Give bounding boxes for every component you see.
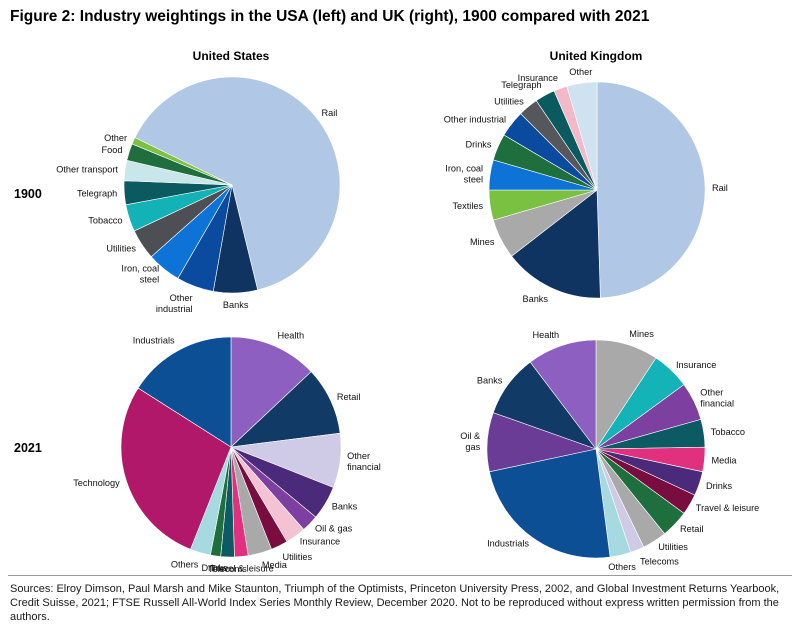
slice-label-rail: Rail (712, 183, 728, 193)
slice-label-tobacco: Tobacco (88, 215, 122, 225)
slice-label-telecoms: Telecoms (208, 564, 247, 572)
slice-label-tobacco: Tobacco (711, 427, 745, 437)
slice-label-health: Health (533, 330, 560, 340)
slice-label-others: Others (171, 559, 199, 569)
slice-label-media: Media (262, 560, 288, 570)
slice-other (131, 137, 233, 186)
slice-label-utilities: Utilities (283, 552, 313, 562)
column-header-us: United States (193, 49, 270, 63)
column-header-uk: United Kingdom (550, 49, 643, 63)
slice-label-other: Other (569, 67, 592, 77)
slice-label-food: Food (102, 145, 123, 155)
slice-rail (596, 81, 706, 299)
slice-label-health: Health (278, 331, 305, 341)
pie-united-kingdom-1900: Rail Banks Mines Textiles Iron, coal steel Dri… (444, 67, 728, 304)
slice-label-telecoms: Telecoms (640, 556, 679, 566)
slice-health (230, 336, 312, 448)
figure-title: Figure 2: Industry weightings in the USA… (10, 8, 650, 25)
slice-label-oil-gas: Oil & gas (315, 523, 353, 533)
slice-label-utilities: Utilities (106, 243, 136, 253)
slice-label-textiles: Textiles (452, 201, 483, 211)
footer-divider (8, 575, 792, 576)
slice-label-utilities: Utilities (658, 542, 688, 552)
slice-label-banks: Banks (522, 294, 548, 304)
slice-label-drinks: Drinks (706, 481, 732, 491)
slice-label-iron-coal-steel: Iron, coal steel (121, 264, 159, 285)
slice-label-industrials: Industrials (133, 336, 175, 346)
slice-label-oil-gas: Oil & gas (460, 431, 480, 452)
slice-label-others: Others (608, 562, 636, 572)
slice-label-other-financial: Other financial (347, 451, 381, 472)
pie-united-states-1900: Rail Banks Other industrial Iron, coal steel U… (56, 76, 341, 314)
slice-label-mines: Mines (470, 237, 495, 247)
slice-label-travel-leisure: Travel & leisure (696, 503, 759, 513)
slice-label-rail: Rail (322, 108, 338, 118)
row-label-2021: 2021 (14, 441, 42, 455)
row-label-1900: 1900 (14, 187, 42, 201)
slice-label-insurance: Insurance (300, 537, 340, 547)
slice-health (529, 339, 597, 450)
pie-group: Rail Banks Other industrial Iron, coal steel U… (56, 67, 759, 572)
slice-label-retail: Retail (337, 392, 361, 402)
slice-label-banks: Banks (223, 300, 249, 310)
slice-label-telegraph: Telegraph (77, 188, 117, 198)
pie-united-states-2021: Health Retail Other financial Banks Oil & gas… (73, 331, 381, 572)
slice-industrials (489, 448, 611, 559)
slice-label-mines: Mines (629, 329, 654, 339)
slice-label-drinks: Drinks (201, 563, 227, 572)
slice-technology (120, 387, 232, 550)
slice-label-industrials: Industrials (487, 539, 529, 549)
slice-banks (511, 189, 601, 299)
slice-industrials (137, 336, 232, 448)
slice-label-banks: Banks (477, 376, 503, 386)
slice-label-other-transport: Other transport (56, 165, 118, 175)
slice-label-other-industrial: Other industrial (156, 293, 193, 314)
slice-label-iron-coal-steel: Iron, coal steel (445, 163, 483, 184)
slice-label-banks: Banks (332, 502, 358, 512)
slice-label-drinks: Drinks (465, 139, 491, 149)
slice-label-retail: Retail (680, 524, 704, 534)
pie-charts-figure: United States United Kingdom 1900 2021 R… (14, 49, 759, 572)
slice-label-technology: Technology (73, 478, 120, 488)
slice-label-insurance: Insurance (676, 360, 716, 370)
slice-label-other: Other (104, 133, 127, 143)
pie-united-kingdom-2021: Mines Insurance Other financial Tobacco Media… (460, 329, 759, 572)
slice-label-telegraph: Telegraph (501, 80, 541, 90)
slice-label-media: Media (712, 455, 738, 465)
source-note: Sources: Elroy Dimson, Paul Marsh and Mi… (10, 583, 780, 623)
slice-other (566, 81, 598, 191)
slice-label-other-financial: Other financial (700, 388, 734, 409)
slice-label-utilities: Utilities (494, 96, 524, 106)
slice-label-travel-leisure: Travel & leisure (210, 564, 273, 573)
slice-rail (134, 76, 341, 291)
slice-label-other-industrial: Other industrial (444, 115, 506, 125)
slice-label-insurance: Insurance (518, 73, 558, 83)
